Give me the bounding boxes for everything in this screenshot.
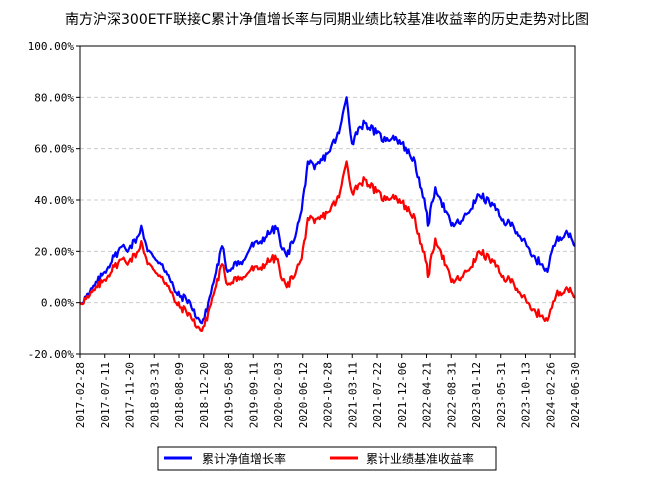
nav-growth-line <box>79 96 576 325</box>
x-tick-label: 2022-08-31 <box>445 362 458 428</box>
chart-title: 南方沪深300ETF联接C累计净值增长率与同期业绩比较基准收益率的历史走势对比图 <box>65 11 589 28</box>
x-tick-label: 2020-10-28 <box>322 362 335 428</box>
x-tick-label: 2024-06-30 <box>569 362 582 428</box>
y-tick-label: 40.00% <box>34 194 74 207</box>
legend-label-nav: 累计净值增长率 <box>202 451 286 466</box>
y-tick-label: 0.00% <box>41 297 74 310</box>
y-axis-ticks: -20.00% 0.00% 20.00% 40.00% 60.00% 80.00% 100.… <box>28 40 80 361</box>
plot-frame <box>79 45 576 355</box>
y-tick-label: 80.00% <box>34 91 74 104</box>
grid-lines <box>80 96 575 304</box>
benchmark-return-line <box>79 160 576 332</box>
x-tick-label: 2022-04-21 <box>421 362 434 428</box>
x-tick-label: 2023-05-31 <box>495 362 508 428</box>
series-lines <box>79 96 576 332</box>
x-tick-label: 2023-01-12 <box>470 362 483 428</box>
x-tick-label: 2021-07-22 <box>371 362 384 428</box>
x-tick-label: 2019-05-08 <box>223 362 236 428</box>
x-tick-label: 2024-02-26 <box>544 362 557 428</box>
x-tick-label: 2018-08-09 <box>173 362 186 428</box>
x-axis-ticks: 2017-02-28 2017-07-11 2017-11-20 2018-03-31… <box>74 354 582 428</box>
x-tick-label: 2018-03-31 <box>148 362 161 428</box>
y-tick-label: 60.00% <box>34 143 74 156</box>
legend-label-benchmark: 累计业绩基准收益率 <box>366 451 474 466</box>
x-tick-label: 2020-06-12 <box>297 362 310 428</box>
x-tick-label: 2020-02-03 <box>272 362 285 428</box>
y-tick-label: 20.00% <box>34 245 74 258</box>
x-tick-label: 2017-07-11 <box>99 362 112 428</box>
x-tick-label: 2021-03-11 <box>346 362 359 428</box>
x-tick-label: 2017-02-28 <box>74 362 87 428</box>
x-tick-label: 2023-10-13 <box>520 362 533 428</box>
x-tick-label: 2021-12-06 <box>396 362 409 428</box>
x-tick-label: 2018-12-20 <box>198 362 211 428</box>
y-tick-label: -20.00% <box>28 348 75 361</box>
x-tick-label: 2017-11-20 <box>124 362 137 428</box>
legend-box <box>157 446 497 471</box>
x-tick-label: 2019-09-11 <box>247 362 260 428</box>
legend: 累计净值增长率 累计业绩基准收益率 <box>157 446 497 471</box>
y-tick-label: 100.00% <box>28 40 75 53</box>
